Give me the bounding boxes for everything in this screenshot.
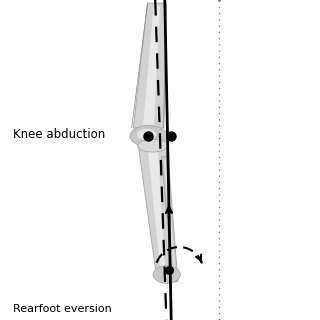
- Polygon shape: [148, 150, 165, 275]
- Polygon shape: [139, 147, 170, 278]
- Ellipse shape: [137, 129, 156, 140]
- Text: Rearfoot eversion: Rearfoot eversion: [13, 304, 112, 314]
- Polygon shape: [164, 160, 176, 278]
- Text: Knee abduction: Knee abduction: [13, 128, 105, 141]
- Polygon shape: [143, 6, 160, 125]
- Polygon shape: [133, 3, 166, 128]
- Polygon shape: [162, 157, 178, 282]
- Ellipse shape: [138, 139, 168, 152]
- Ellipse shape: [153, 266, 180, 284]
- Ellipse shape: [130, 126, 167, 147]
